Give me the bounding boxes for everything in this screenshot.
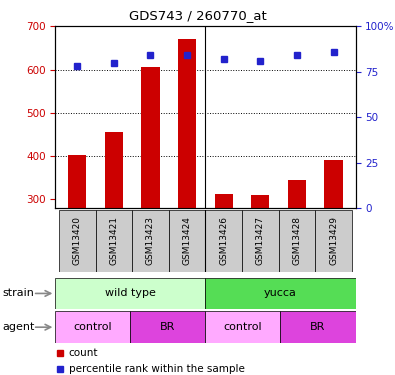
Bar (68, 155, 87, 208)
Text: control: control (73, 322, 112, 332)
Text: GSM13429: GSM13429 (329, 216, 338, 266)
Text: GSM13423: GSM13423 (146, 216, 155, 266)
Bar (59, 210, 96, 272)
Text: GDS743 / 260770_at: GDS743 / 260770_at (129, 9, 266, 22)
Bar (214, 194, 233, 208)
Bar (205, 311, 280, 343)
Text: BR: BR (160, 322, 175, 332)
Bar (280, 311, 356, 343)
Bar (141, 66, 160, 208)
Text: GSM13428: GSM13428 (292, 216, 301, 266)
Bar (96, 210, 132, 272)
Bar (55, 278, 205, 309)
Text: strain: strain (2, 288, 34, 298)
Text: percentile rank within the sample: percentile rank within the sample (69, 364, 245, 374)
Bar (315, 210, 352, 272)
Bar (105, 132, 123, 208)
Bar (251, 195, 269, 208)
Bar (130, 311, 205, 343)
Text: GSM13424: GSM13424 (182, 216, 192, 266)
Text: GSM13426: GSM13426 (219, 216, 228, 266)
Bar (169, 210, 205, 272)
Bar (205, 278, 356, 309)
Bar (205, 210, 242, 272)
Bar (278, 210, 315, 272)
Bar (288, 180, 306, 208)
Bar (178, 39, 196, 208)
Text: agent: agent (2, 322, 34, 332)
Bar (324, 160, 343, 208)
Text: wild type: wild type (105, 288, 156, 298)
Bar (55, 311, 130, 343)
Text: BR: BR (310, 322, 325, 332)
Bar (132, 210, 169, 272)
Bar (242, 210, 278, 272)
Text: GSM13421: GSM13421 (109, 216, 118, 266)
Text: GSM13427: GSM13427 (256, 216, 265, 266)
Text: control: control (224, 322, 262, 332)
Text: count: count (69, 348, 98, 357)
Text: GSM13420: GSM13420 (73, 216, 82, 266)
Text: yucca: yucca (264, 288, 297, 298)
